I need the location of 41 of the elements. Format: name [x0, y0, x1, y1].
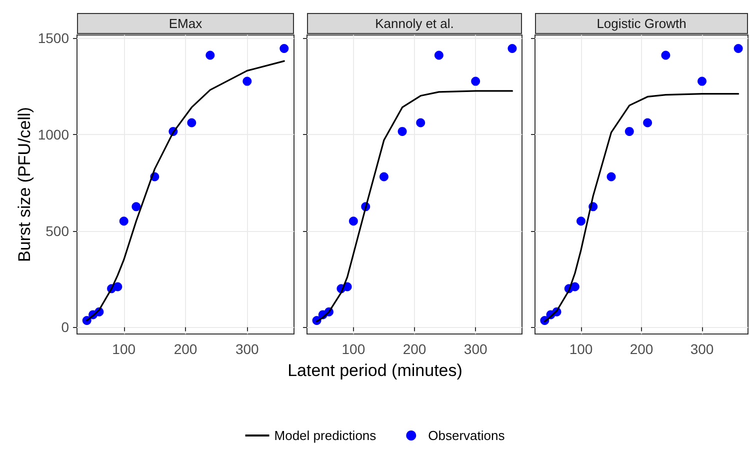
x-tick-label: 300: [235, 341, 260, 357]
point: [471, 76, 480, 86]
point: [434, 50, 444, 60]
point: [348, 216, 358, 226]
point: [113, 282, 122, 292]
x-tick-label: 200: [174, 341, 198, 357]
chart-title: Kannoly et al.: [307, 13, 522, 34]
x-axis-title: Latent period (minutes): [288, 361, 462, 380]
point: [606, 172, 616, 182]
point: [242, 76, 252, 86]
point: [508, 44, 517, 53]
x-tick-label: 200: [402, 341, 426, 357]
y-tick-label: 1000: [38, 126, 70, 142]
y-tick-label: 500: [46, 222, 70, 239]
x-tick-label: 100: [112, 341, 136, 357]
x-tick-label: 300: [464, 341, 488, 357]
point: [624, 126, 634, 136]
point: [379, 172, 388, 182]
chart-title: EMax: [77, 13, 294, 34]
point: [132, 202, 141, 212]
point: [119, 216, 128, 226]
y-tick-label: 1500: [38, 30, 70, 46]
point: [280, 44, 289, 53]
legend-label: Observations: [428, 428, 506, 443]
x-tick-label: 100: [569, 341, 593, 357]
point: [398, 126, 407, 136]
point: [661, 50, 670, 60]
point: [698, 76, 707, 86]
chart-title: Logistic Growth: [535, 13, 748, 34]
y-axis-title: Burst size (PFU/cell): [15, 107, 34, 262]
legend-label: Model predictions: [274, 428, 377, 443]
point: [643, 118, 652, 128]
point: [187, 118, 196, 128]
point: [576, 216, 586, 226]
point: [416, 118, 426, 128]
x-tick-label: 200: [630, 341, 654, 357]
point: [206, 50, 215, 60]
x-tick-label: 300: [690, 341, 714, 357]
x-tick-label: 100: [342, 341, 366, 357]
point: [734, 44, 743, 53]
y-tick-label: 0: [61, 319, 70, 336]
